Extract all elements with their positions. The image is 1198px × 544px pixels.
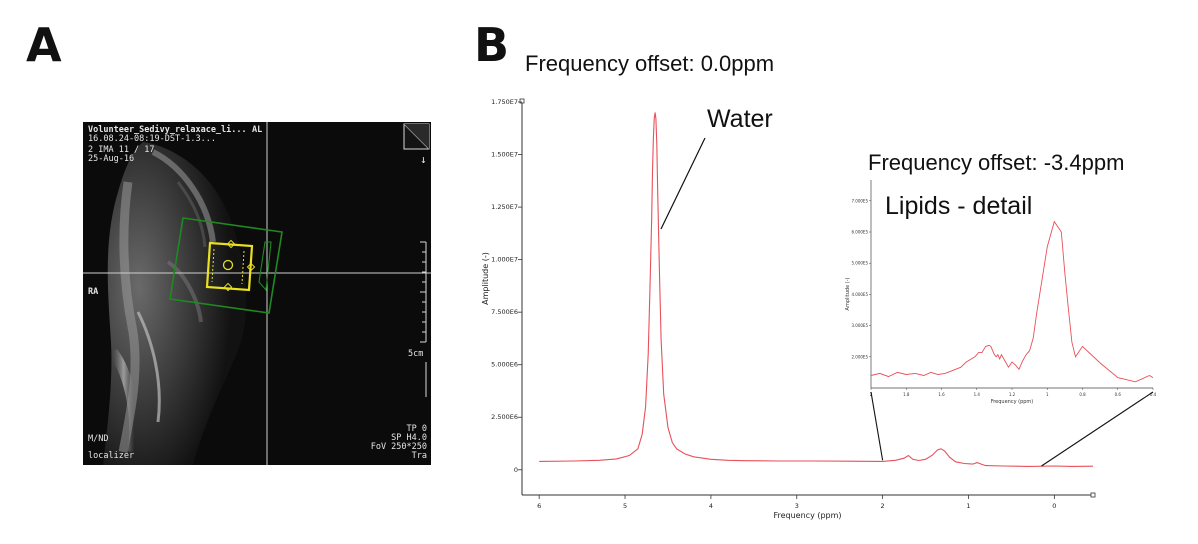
inset-x-axis-label: Frequency (ppm) [991, 399, 1034, 405]
mri-bottom-left-1: M/ND [88, 434, 109, 444]
mri-bottom-right-1: TP 0 [406, 424, 427, 434]
lipids-inset-chart: 2.000E5 3.000E5 4.000E5 5.000E5 6.000E5 7.000… [845, 180, 1157, 405]
x-tick-label: 5 [623, 502, 627, 510]
y-tick-label: 1.250E7 [491, 203, 518, 211]
inset-x-tick-label: 0.4 [1150, 392, 1157, 397]
water-pointer-line [660, 137, 706, 230]
mri-side-label: RA [88, 287, 99, 297]
mri-bottom-left-2: localizer [88, 451, 135, 461]
y-tick-label: 5.000E6 [491, 361, 518, 369]
inset-y-tick-label: 5.000E5 [851, 261, 868, 266]
zoom-connector-left [870, 391, 884, 461]
y-axis-end-handle [519, 98, 525, 104]
inset-y-tick-label: 3.000E5 [851, 323, 868, 328]
water-label: Water [707, 105, 773, 133]
spectrum-line [539, 112, 1094, 467]
x-tick-label: 6 [537, 502, 541, 510]
zoom-connector-right [1041, 391, 1154, 467]
inset-x-tick-label: 1 [1046, 392, 1049, 397]
voxel-center-marker [222, 259, 234, 271]
voxel-outer-box [169, 217, 283, 314]
panel-a-label: A [26, 18, 62, 72]
scale-ruler [420, 241, 427, 397]
y-tick-label: 1.500E7 [491, 151, 518, 159]
mri-scale-label: 5cm [408, 349, 424, 359]
x-axis-label: Frequency (ppm) [773, 511, 841, 520]
mri-header-orientation: AL [252, 125, 263, 135]
mri-anatomy-graphic [83, 122, 431, 465]
mri-bottom-right-3: FoV 250*250 [370, 442, 427, 452]
inset-x-tick-label: 1.4 [974, 392, 981, 397]
panel-b-label: B [474, 18, 510, 72]
inset-x-tick-label: 1.6 [938, 392, 945, 397]
x-tick-label: 3 [795, 502, 799, 510]
voxel-inner-box [205, 241, 254, 292]
y-tick-label: 1.750E7 [491, 98, 518, 106]
inset-y-tick-label: 6.000E5 [851, 230, 868, 235]
x-tick-label: 0 [1052, 502, 1056, 510]
y-tick-label: 2.500E6 [491, 413, 518, 421]
mri-bottom-right-4: Tra [411, 451, 427, 461]
freq-offset-main: Frequency offset: 0.0ppm [525, 51, 775, 76]
y-tick-label: 0 [514, 466, 518, 474]
freq-offset-inset: Frequency offset: -3.4ppm [868, 150, 1125, 175]
inset-y-tick-label: 7.000E5 [851, 198, 868, 203]
y-tick-label: 7.500E6 [491, 308, 518, 316]
mri-date: 25-Aug-16 [88, 154, 135, 164]
y-axis-label: Amplitude (-) [481, 252, 490, 305]
mri-image-number: 2 IMA 11 / 17 [88, 145, 155, 155]
mri-header-title: Volunteer_Sedivy_relaxace_li... [88, 125, 247, 135]
x-tick-label: 2 [881, 502, 885, 510]
y-tick-label: 1.000E7 [491, 256, 518, 264]
inset-x-tick-label: 0.8 [1079, 392, 1086, 397]
inset-x-tick-label: 1.8 [903, 392, 910, 397]
inset-y-axis-label: Amplitude (-) [845, 277, 851, 310]
inset-x-tick-label: 0.6 [1115, 392, 1122, 397]
mri-localizer-image: Volunteer_Sedivy_relaxace_li... AL 16.08… [83, 122, 431, 465]
lipids-label: Lipids - detail [885, 192, 1033, 220]
down-arrow-icon: ↓ [420, 153, 427, 166]
inset-y-tick-label: 2.000E5 [851, 354, 868, 359]
x-tick-label: 4 [709, 502, 713, 510]
x-axis-end-handle [1090, 492, 1096, 498]
inset-y-tick-label: 4.000E5 [851, 292, 868, 297]
inset-x-tick-label: 1.2 [1009, 392, 1016, 397]
mri-bottom-right-2: SP H4.0 [391, 433, 427, 443]
x-tick-label: 1 [966, 502, 970, 510]
lipids-line [870, 220, 1154, 383]
mri-header-line2: 16.08.24-08:19-DST-1.3... [88, 134, 216, 144]
